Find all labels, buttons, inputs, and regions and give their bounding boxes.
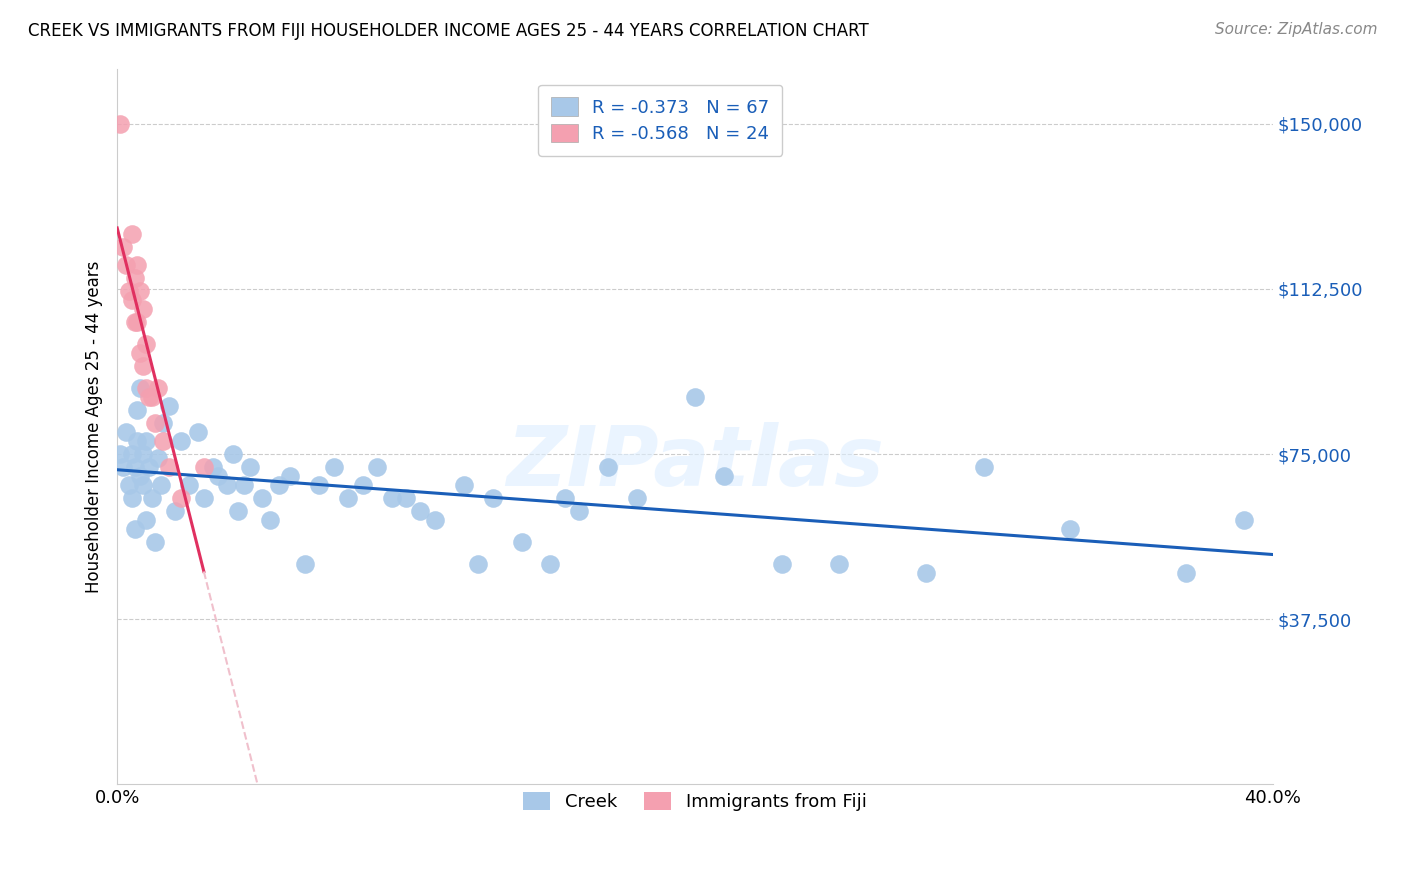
Point: [124, 315, 146, 329]
Point: [108, 447, 131, 461]
Point: [228, 504, 250, 518]
Point: [538, 557, 561, 571]
Point: [143, 535, 166, 549]
Point: [170, 434, 193, 448]
Point: [115, 258, 138, 272]
Point: [1059, 522, 1081, 536]
Point: [118, 284, 141, 298]
Point: [683, 390, 706, 404]
Point: [163, 504, 186, 518]
Point: [294, 557, 316, 571]
Point: [138, 460, 160, 475]
Point: [395, 491, 418, 505]
Point: [138, 390, 160, 404]
Point: [127, 315, 149, 329]
Point: [201, 460, 224, 475]
Point: [111, 240, 134, 254]
Point: [222, 447, 245, 461]
Point: [267, 478, 290, 492]
Point: [152, 416, 174, 430]
Point: [187, 425, 209, 439]
Point: [233, 478, 256, 492]
Point: [108, 117, 131, 131]
Point: [121, 227, 143, 241]
Point: [115, 425, 138, 439]
Point: [193, 460, 215, 475]
Point: [250, 491, 273, 505]
Point: [135, 434, 157, 448]
Point: [568, 504, 591, 518]
Point: [510, 535, 533, 549]
Point: [129, 284, 152, 298]
Point: [1174, 566, 1197, 580]
Point: [127, 434, 149, 448]
Point: [915, 566, 938, 580]
Point: [149, 478, 172, 492]
Point: [132, 301, 155, 316]
Point: [146, 381, 169, 395]
Text: Source: ZipAtlas.com: Source: ZipAtlas.com: [1215, 22, 1378, 37]
Point: [143, 416, 166, 430]
Point: [129, 381, 152, 395]
Point: [453, 478, 475, 492]
Point: [467, 557, 489, 571]
Point: [973, 460, 995, 475]
Point: [124, 460, 146, 475]
Point: [127, 403, 149, 417]
Point: [280, 469, 302, 483]
Point: [118, 478, 141, 492]
Point: [598, 460, 620, 475]
Point: [132, 447, 155, 461]
Point: [481, 491, 503, 505]
Point: [124, 522, 146, 536]
Point: [170, 491, 193, 505]
Point: [423, 513, 446, 527]
Point: [207, 469, 229, 483]
Point: [626, 491, 648, 505]
Point: [554, 491, 576, 505]
Point: [121, 491, 143, 505]
Point: [111, 460, 134, 475]
Point: [828, 557, 851, 571]
Point: [135, 513, 157, 527]
Point: [308, 478, 330, 492]
Point: [127, 258, 149, 272]
Point: [132, 359, 155, 373]
Point: [121, 293, 143, 307]
Point: [141, 491, 163, 505]
Point: [259, 513, 281, 527]
Legend: Creek, Immigrants from Fiji: Creek, Immigrants from Fiji: [509, 777, 882, 825]
Text: ZIPatlas: ZIPatlas: [506, 422, 884, 503]
Point: [121, 447, 143, 461]
Text: CREEK VS IMMIGRANTS FROM FIJI HOUSEHOLDER INCOME AGES 25 - 44 YEARS CORRELATION : CREEK VS IMMIGRANTS FROM FIJI HOUSEHOLDE…: [28, 22, 869, 40]
Point: [215, 478, 238, 492]
Point: [152, 434, 174, 448]
Point: [770, 557, 793, 571]
Point: [337, 491, 360, 505]
Point: [132, 478, 155, 492]
Point: [193, 491, 215, 505]
Point: [1233, 513, 1256, 527]
Point: [124, 270, 146, 285]
Point: [179, 478, 201, 492]
Point: [146, 451, 169, 466]
Point: [129, 469, 152, 483]
Point: [135, 381, 157, 395]
Point: [239, 460, 262, 475]
Point: [366, 460, 388, 475]
Point: [157, 460, 180, 475]
Point: [135, 337, 157, 351]
Y-axis label: Householder Income Ages 25 - 44 years: Householder Income Ages 25 - 44 years: [86, 260, 103, 592]
Point: [129, 345, 152, 359]
Point: [352, 478, 374, 492]
Point: [141, 390, 163, 404]
Point: [713, 469, 735, 483]
Point: [381, 491, 404, 505]
Point: [409, 504, 432, 518]
Point: [322, 460, 344, 475]
Point: [157, 399, 180, 413]
